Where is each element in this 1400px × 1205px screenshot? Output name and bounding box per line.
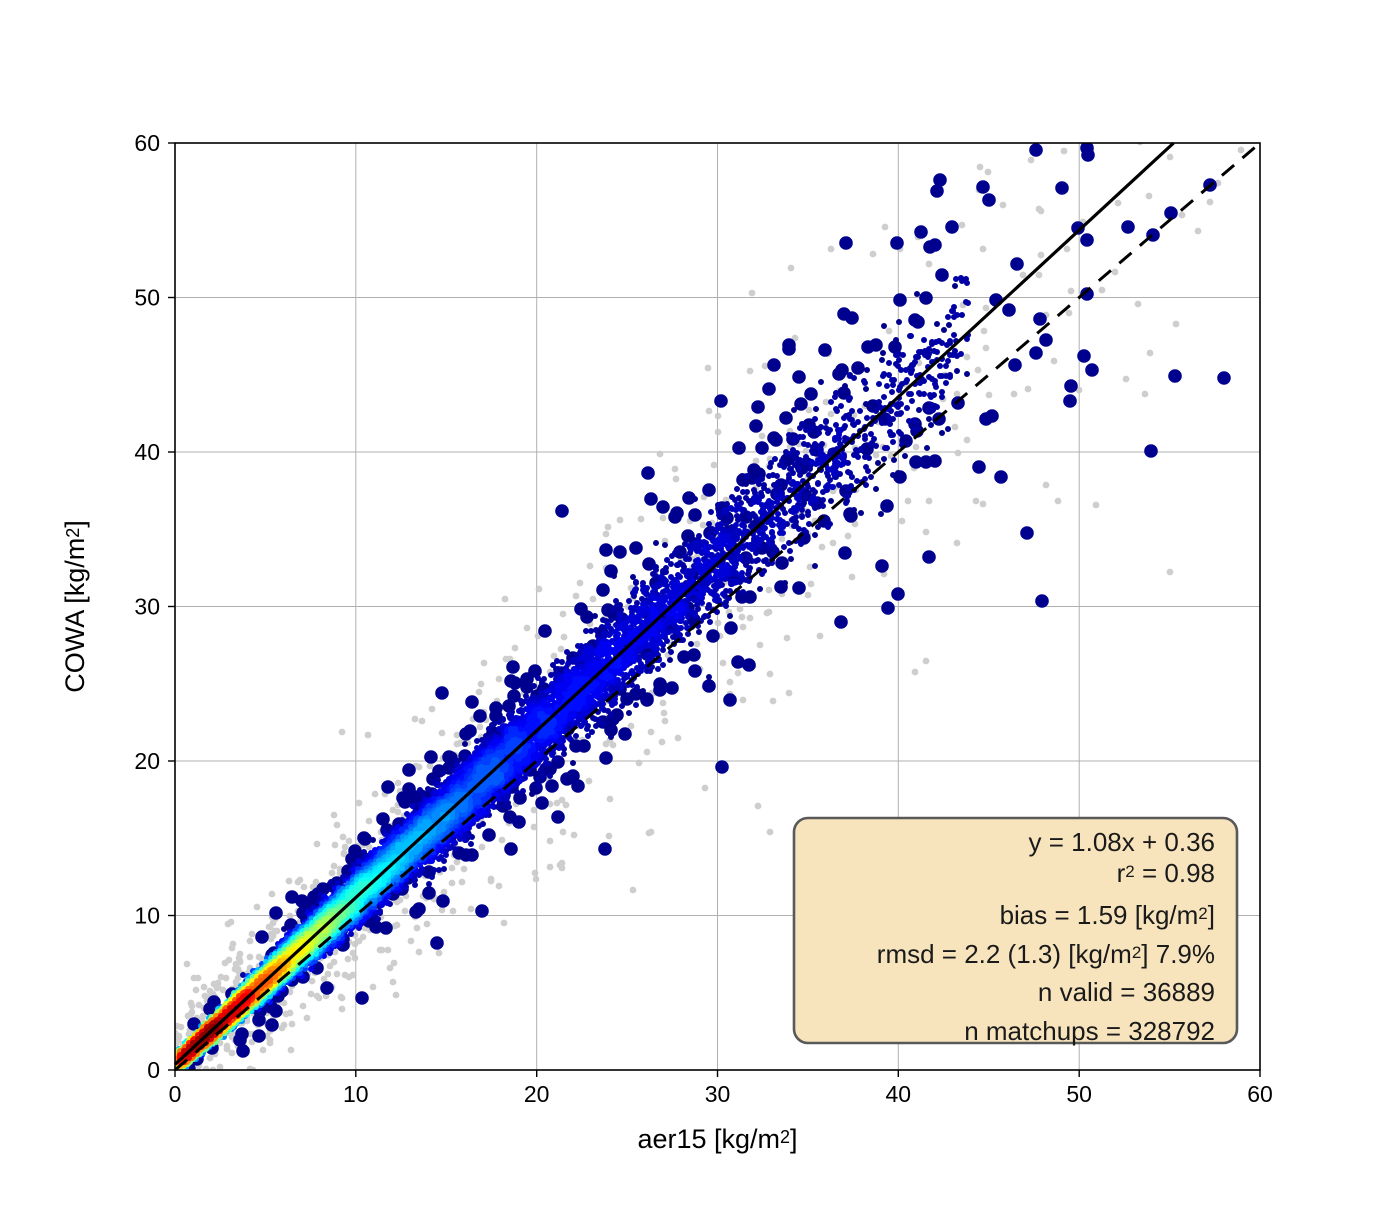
svg-text:0: 0	[169, 1081, 182, 1107]
svg-text:0: 0	[147, 1057, 160, 1083]
svg-text:40: 40	[134, 439, 160, 465]
svg-text:30: 30	[134, 594, 160, 620]
svg-text:n valid = 36889: n valid = 36889	[1038, 977, 1215, 1007]
svg-text:50: 50	[1066, 1081, 1092, 1107]
svg-text:aer15 [kg/m2]: aer15 [kg/m2]	[637, 1124, 797, 1154]
svg-text:COWA [kg/m2]: COWA [kg/m2]	[60, 520, 90, 693]
svg-text:40: 40	[886, 1081, 912, 1107]
svg-text:60: 60	[1247, 1081, 1273, 1107]
svg-text:20: 20	[524, 1081, 550, 1107]
svg-text:50: 50	[134, 285, 160, 311]
svg-text:10: 10	[134, 903, 160, 929]
svg-text:30: 30	[705, 1081, 731, 1107]
svg-text:bias = 1.59 [kg/m2]: bias = 1.59 [kg/m2]	[1000, 900, 1215, 930]
svg-text:y = 1.08x + 0.36: y = 1.08x + 0.36	[1029, 827, 1215, 857]
svg-text:20: 20	[134, 748, 160, 774]
svg-text:10: 10	[343, 1081, 369, 1107]
svg-text:n matchups = 328792: n matchups = 328792	[964, 1016, 1215, 1046]
svg-text:60: 60	[134, 130, 160, 156]
svg-text:rmsd = 2.2 (1.3) [kg/m2] 7.9%: rmsd = 2.2 (1.3) [kg/m2] 7.9%	[877, 939, 1215, 969]
